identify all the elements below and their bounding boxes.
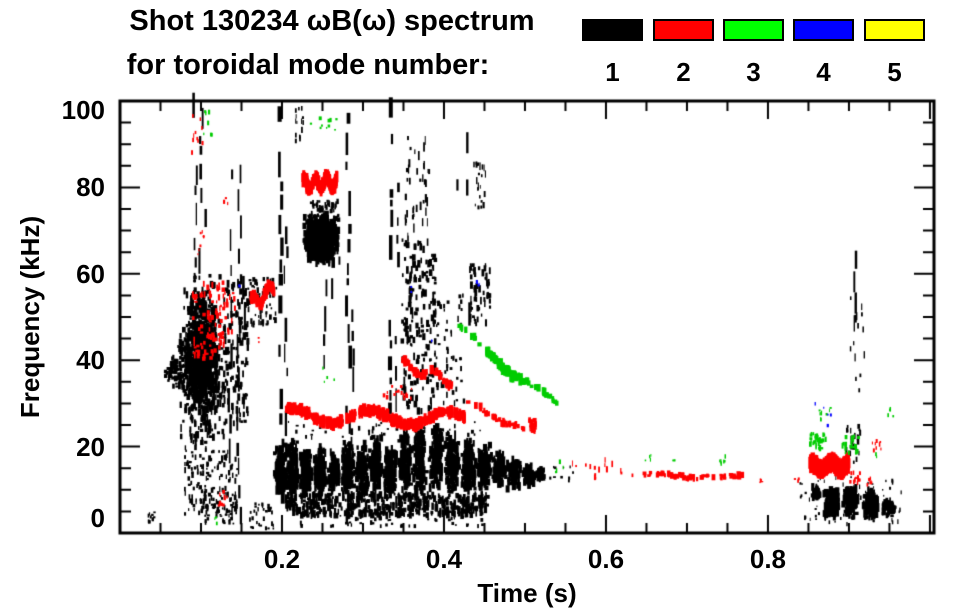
legend-label-mode-1: 1 — [605, 57, 620, 87]
chart-title-line2: for toroidal mode number: — [126, 49, 490, 81]
legend-label-mode-2: 2 — [676, 57, 691, 87]
y-tick-label: 60 — [76, 258, 105, 289]
y-tick-label: 100 — [61, 95, 105, 125]
x-tick-label: 0.8 — [749, 544, 787, 574]
y-tick-label: 80 — [76, 172, 105, 203]
legend-label-mode-3: 3 — [746, 57, 761, 87]
legend-label-mode-4: 4 — [816, 57, 831, 87]
y-tick-label: 40 — [76, 345, 105, 376]
legend-label-mode-5: 5 — [887, 57, 902, 87]
legend-swatch-mode-2 — [653, 19, 714, 41]
x-tick-label: 0.2 — [263, 544, 301, 574]
x-axis-title: Time (s) — [477, 578, 577, 608]
legend-swatch-mode-5 — [864, 19, 925, 41]
legend-swatch-mode-1 — [582, 19, 643, 41]
legend-swatch-mode-4 — [793, 19, 854, 41]
x-tick-label: 0.4 — [425, 544, 463, 574]
y-axis-title: Frequency (kHz) — [15, 215, 45, 419]
y-tick-label: 20 — [76, 431, 105, 462]
x-tick-label: 0.6 — [587, 544, 625, 574]
chart-title-line1: Shot 130234 ωB(ω) spectrum — [129, 5, 535, 37]
legend-swatch-mode-3 — [723, 19, 784, 41]
y-tick-label: 0 — [90, 503, 105, 533]
